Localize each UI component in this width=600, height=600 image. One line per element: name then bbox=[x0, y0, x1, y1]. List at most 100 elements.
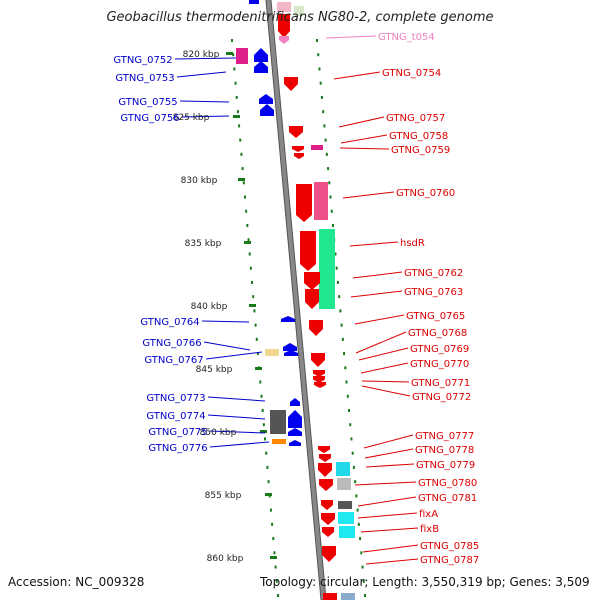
rna-box bbox=[294, 6, 304, 16]
label-leader bbox=[357, 512, 418, 519]
gene-label-forward: GTNG_0755 bbox=[118, 97, 177, 108]
label-leader bbox=[333, 71, 381, 80]
tick-dot bbox=[325, 152, 328, 156]
gene-arrow-forward bbox=[260, 104, 274, 116]
gene-label-reverse: fixA bbox=[419, 509, 438, 520]
tick-dot bbox=[243, 195, 246, 199]
label-leader bbox=[349, 241, 399, 247]
label-leader bbox=[362, 544, 419, 553]
features-layer bbox=[236, 0, 355, 600]
tick-dot bbox=[335, 266, 338, 270]
tick-dot bbox=[253, 309, 256, 313]
gene-label-reverse: GTNG_0772 bbox=[412, 392, 471, 403]
tick-dot bbox=[252, 295, 255, 299]
label-leader bbox=[340, 134, 388, 144]
tick-dot bbox=[236, 110, 239, 114]
gene-label-reverse: GTNG_0763 bbox=[404, 287, 463, 298]
gene-arrow-reverse bbox=[296, 184, 312, 222]
gene-arrow-reverse bbox=[284, 77, 298, 91]
tick-dot bbox=[272, 537, 275, 541]
gene-arrow-reverse bbox=[289, 126, 303, 138]
gene-arrow-reverse bbox=[319, 479, 333, 491]
kbp-tick bbox=[260, 430, 267, 433]
label-leader bbox=[203, 341, 251, 351]
gene-arrow-reverse bbox=[313, 370, 325, 377]
gene-box-grey bbox=[337, 478, 351, 490]
tick-dot bbox=[256, 352, 259, 356]
gene-arrow-reverse bbox=[294, 153, 304, 159]
label-leader bbox=[342, 191, 395, 199]
label-leader bbox=[207, 414, 266, 420]
label-leader bbox=[358, 347, 409, 361]
gene-label-reverse: GTNG_0778 bbox=[415, 445, 474, 456]
tick-dot bbox=[254, 323, 257, 327]
tick-dot bbox=[240, 152, 243, 156]
gene-label-reverse: GTNG_0768 bbox=[408, 328, 467, 339]
gene-arrow-forward bbox=[288, 410, 302, 428]
backbone-line bbox=[266, 0, 326, 600]
label-leader bbox=[205, 351, 263, 360]
gene-label-reverse: GTNG_0780 bbox=[418, 478, 477, 489]
tick-dot bbox=[262, 423, 265, 427]
label-leader bbox=[352, 271, 403, 279]
tick-dot bbox=[319, 81, 322, 85]
gene-label-reverse: GTNG_0770 bbox=[410, 359, 469, 370]
gene-label-forward: GTNG_0766 bbox=[142, 338, 201, 349]
gene-box-grey bbox=[270, 410, 286, 434]
gene-label-reverse: GTNG_0758 bbox=[389, 131, 448, 142]
tick-dot bbox=[332, 224, 334, 227]
tick-dot bbox=[241, 167, 244, 171]
tick-dot bbox=[266, 465, 269, 469]
gene-label-forward: GTNG_0753 bbox=[115, 73, 174, 84]
gene-arrow-forward bbox=[254, 48, 268, 62]
label-leader bbox=[325, 35, 377, 39]
gene-box-cyan bbox=[339, 526, 355, 538]
gene-label-reverse: GTNG_0781 bbox=[418, 493, 477, 504]
gene-label-forward: GTNG_0776 bbox=[148, 443, 207, 454]
tick-dot bbox=[235, 95, 238, 99]
gene-label-reverse: GTNG_0769 bbox=[410, 344, 469, 355]
gene-box-cyan bbox=[338, 512, 354, 524]
gene-arrow-reverse bbox=[322, 546, 336, 562]
label-leader bbox=[361, 385, 411, 397]
tick-dot bbox=[248, 252, 251, 256]
label-leader bbox=[209, 441, 270, 448]
backbone-layer bbox=[265, 0, 327, 600]
kbp-tick bbox=[255, 367, 262, 370]
gene-label-reverse: GTNG_0771 bbox=[411, 378, 470, 389]
tick-dot bbox=[345, 380, 348, 384]
tick-dot bbox=[354, 480, 357, 484]
gene-arrow-reverse bbox=[322, 527, 334, 537]
tick-dot bbox=[245, 209, 248, 213]
gene-label-reverse: GTNG_0757 bbox=[386, 113, 445, 124]
label-leader bbox=[364, 448, 414, 459]
tick-dot bbox=[339, 309, 342, 313]
gene-arrow-forward bbox=[259, 94, 273, 104]
kbp-tick bbox=[265, 493, 272, 496]
tick-dot bbox=[261, 409, 264, 412]
tick-dot bbox=[343, 352, 346, 356]
label-leader bbox=[207, 396, 266, 402]
tick-dot bbox=[259, 380, 262, 384]
tick-dot bbox=[242, 181, 245, 185]
labels-layer: 820 kbp 825 kbp 830 kbp 835 kbp 840 kbp 845 k… bbox=[113, 32, 479, 566]
label-leader bbox=[179, 100, 230, 103]
gene-arrow-reverse bbox=[305, 289, 319, 309]
label-leader bbox=[357, 496, 417, 507]
gene-label-reverse: fixB bbox=[420, 524, 439, 535]
gene-label-reverse: hsdR bbox=[400, 238, 425, 249]
kbp-label: 855 kbp bbox=[205, 491, 242, 501]
gene-arrow-forward bbox=[281, 316, 295, 322]
label-leader bbox=[365, 558, 419, 565]
tick-dot bbox=[346, 394, 349, 398]
tick-dot bbox=[348, 409, 350, 412]
gene-box-magenta bbox=[311, 145, 323, 150]
tick-dot bbox=[269, 508, 272, 512]
gene-arrow-reverse bbox=[318, 463, 332, 477]
tick-dot bbox=[362, 579, 365, 583]
gene-box-green bbox=[319, 229, 335, 309]
gene-arrow-reverse bbox=[279, 36, 289, 44]
tick-dot bbox=[238, 124, 241, 128]
tick-dot bbox=[344, 366, 347, 370]
gene-box-blue bbox=[341, 593, 355, 600]
